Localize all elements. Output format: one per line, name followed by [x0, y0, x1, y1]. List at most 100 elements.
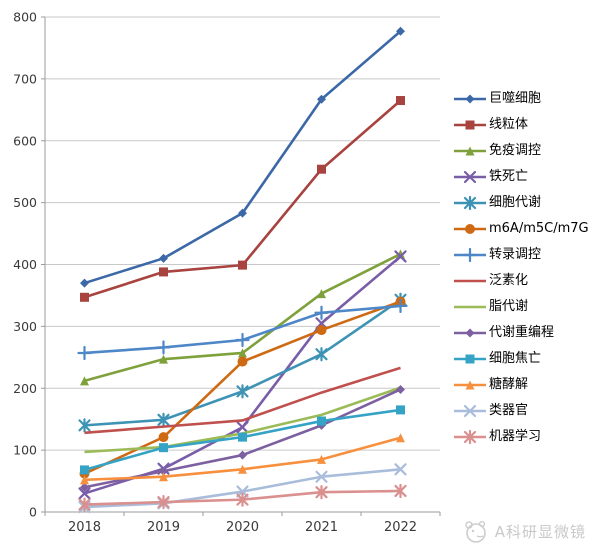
legend-item-12: 类器官 — [453, 401, 589, 421]
legend-item-label: m6A/m5C/m7G — [489, 221, 589, 236]
x-marker — [236, 421, 249, 434]
square-marker — [159, 443, 168, 453]
diamond-marker — [238, 208, 247, 218]
triangle-marker — [317, 454, 326, 464]
circle-marker — [465, 224, 475, 234]
diamond-marker — [317, 94, 326, 104]
triangle-marker — [396, 433, 405, 443]
x-marker — [315, 470, 328, 483]
circle-marker — [316, 325, 327, 336]
legend-item-label: 代谢重编程 — [489, 325, 555, 340]
chart-legend: 巨噬细胞 线粒体 免疫调控 铁死亡 细胞代谢 m6A/m5C/m7G 转录调控 泛素化 脂代谢代… — [453, 89, 589, 447]
legend-item-label: 细胞焦亡 — [489, 351, 542, 366]
legend-item-label: 免疫调控 — [489, 143, 542, 158]
triangle-marker — [80, 376, 89, 386]
series-markers-13 — [78, 483, 407, 512]
legend-item-7: 泛素化 — [453, 271, 589, 291]
x-tick-label: 2022 — [384, 520, 417, 535]
square-marker — [238, 260, 247, 270]
square-marker — [80, 465, 89, 475]
series-markers-0 — [80, 26, 405, 288]
legend-swatch-icon — [454, 146, 486, 156]
triangle-marker — [465, 380, 475, 390]
legend-swatch-icon — [454, 170, 486, 184]
square-marker — [80, 292, 89, 302]
y-tick-label: 0 — [29, 505, 37, 520]
diamond-marker — [465, 94, 475, 104]
legend-item-label: 巨噬细胞 — [489, 91, 542, 106]
series-markers-6 — [77, 298, 408, 361]
watermark-text: A科研显微镜 — [494, 522, 586, 541]
legend-swatch-icon — [454, 429, 486, 445]
y-tick-label: 700 — [13, 71, 37, 86]
legend-swatch-icon — [454, 224, 486, 234]
legend-item-label: 转录调控 — [489, 247, 542, 262]
legend-item-label: 泛素化 — [489, 273, 529, 288]
diamond-marker — [159, 466, 168, 476]
square-marker — [317, 164, 326, 174]
legend-item-label: 类器官 — [489, 403, 529, 418]
legend-swatch-icon — [454, 279, 486, 283]
legend-swatch-icon — [454, 305, 486, 309]
square-marker — [465, 120, 475, 130]
y-tick-label: 800 — [13, 10, 37, 25]
legend-item-label: 铁死亡 — [489, 169, 529, 184]
triangle-marker — [238, 464, 247, 474]
legend-swatch-icon — [454, 380, 486, 390]
triangle-marker — [159, 472, 168, 482]
x-tick-label: 2019 — [147, 520, 180, 535]
series-markers-3 — [78, 250, 407, 500]
legend-swatch-icon — [454, 120, 486, 130]
legend-swatch-icon — [454, 195, 486, 211]
legend-swatch-icon — [454, 404, 486, 418]
circle-marker — [158, 432, 169, 443]
diamond-marker — [80, 278, 89, 288]
triangle-marker — [396, 249, 405, 259]
triangle-marker — [159, 354, 168, 364]
triangle-marker — [317, 289, 326, 299]
diamond-marker — [465, 328, 475, 338]
panda-logo-icon — [465, 520, 486, 543]
series-markers-10 — [80, 405, 405, 475]
legend-item-3: 铁死亡 — [453, 167, 589, 187]
legend-item-label: 线粒体 — [489, 117, 529, 132]
triangle-marker — [80, 475, 89, 485]
legend-item-label: 脂代谢 — [489, 299, 529, 314]
square-marker — [159, 267, 168, 277]
square-marker — [396, 96, 405, 106]
watermark: A科研显微镜 — [461, 518, 586, 544]
x-tick-label: 2020 — [226, 520, 259, 535]
legend-swatch-icon — [454, 94, 486, 104]
legend-item-2: 免疫调控 — [453, 141, 589, 161]
x-marker — [394, 463, 407, 476]
x-marker — [394, 250, 407, 263]
x-marker — [463, 170, 477, 184]
y-tick-label: 200 — [13, 381, 37, 396]
legend-item-10: 细胞焦亡 — [453, 349, 589, 369]
legend-item-5: m6A/m5C/m7G — [453, 219, 589, 239]
series-line-7 — [84, 366, 401, 435]
diamond-marker — [238, 450, 247, 460]
y-tick-label: 600 — [13, 133, 37, 148]
x-tick-label: 2018 — [68, 520, 101, 535]
legend-swatch-icon — [454, 354, 486, 364]
y-tick-label: 300 — [13, 319, 37, 334]
y-tick-label: 400 — [13, 257, 37, 272]
legend-item-9: 代谢重编程 — [453, 323, 589, 343]
legend-item-6: 转录调控 — [453, 245, 589, 265]
legend-item-0: 巨噬细胞 — [453, 89, 589, 109]
series-markers-11 — [80, 433, 405, 485]
x-marker — [78, 487, 91, 500]
square-marker — [465, 354, 475, 364]
triangle-marker — [238, 348, 247, 358]
legend-item-13: 机器学习 — [453, 427, 589, 447]
triangle-marker — [465, 146, 475, 156]
legend-swatch-icon — [454, 328, 486, 338]
diamond-marker — [159, 253, 168, 263]
square-marker — [317, 416, 326, 426]
y-tick-label: 500 — [13, 195, 37, 210]
circle-marker — [237, 356, 248, 367]
series-markers-1 — [80, 96, 405, 302]
